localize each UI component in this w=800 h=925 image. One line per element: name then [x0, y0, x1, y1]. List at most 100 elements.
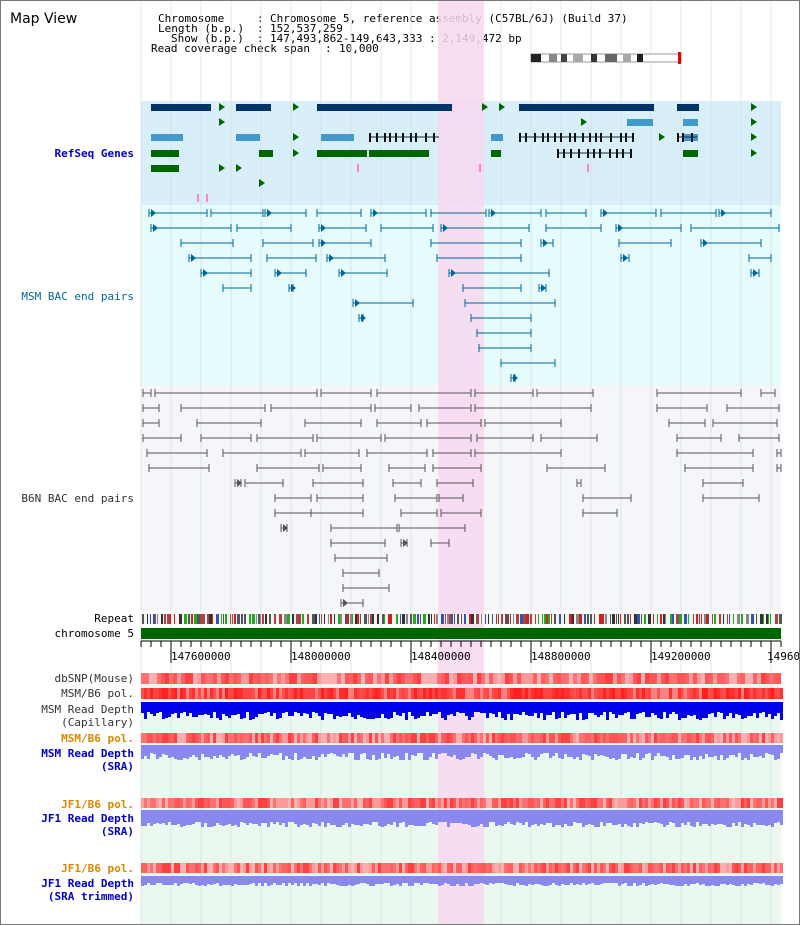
heat-cell	[486, 733, 489, 743]
heat-cell	[449, 673, 453, 684]
depth-bar	[669, 702, 672, 714]
heat-cell	[189, 798, 192, 808]
heat-cell	[201, 798, 204, 808]
heat-cell	[519, 688, 522, 699]
heat-cell	[468, 688, 471, 699]
refseq-genes-track[interactable]	[151, 103, 757, 202]
depth-bar	[507, 810, 510, 822]
depth-bar	[357, 876, 360, 884]
heat-cell	[525, 863, 528, 873]
track-label-msm-b6-pol-sra[interactable]: MSM/B6 pol.	[61, 732, 134, 745]
exon	[599, 149, 601, 158]
track-label-msm-b6-pol[interactable]: MSM/B6 pol.	[61, 687, 134, 700]
b6n-bac-pairs-track[interactable]	[142, 389, 782, 607]
heat-cell	[486, 863, 489, 873]
depth-bar	[579, 702, 582, 713]
heat-cell	[330, 733, 333, 743]
track-label-jf1-b6-pol-2[interactable]: JF1/B6 pol.	[61, 862, 134, 875]
track-label-msm-bac[interactable]: MSM BAC end pairs	[21, 290, 134, 303]
heat-cell	[624, 798, 627, 808]
heat-cell	[513, 863, 516, 873]
depth-bar	[651, 876, 654, 884]
depth-bar	[723, 876, 726, 884]
repeat-element	[200, 614, 202, 624]
depth-bar	[654, 810, 657, 822]
depth-bar	[648, 810, 651, 823]
depth-bar	[438, 745, 441, 754]
depth-bar	[336, 745, 339, 756]
heat-cell	[354, 733, 357, 743]
highlight-region[interactable]	[438, 1, 484, 925]
gene-marker	[587, 164, 589, 172]
track-label-b6n-bac[interactable]: B6N BAC end pairs	[21, 492, 134, 505]
depth-bar	[156, 876, 159, 883]
heat-cell	[585, 733, 588, 743]
repeat-element	[451, 614, 453, 624]
repeat-element	[535, 614, 536, 624]
depth-bar	[222, 702, 225, 714]
depth-bar	[588, 810, 591, 824]
msm-bac-pairs-track[interactable]	[148, 209, 780, 382]
depth-bar	[141, 876, 144, 886]
heat-cell	[336, 863, 339, 873]
track-label-jf1-depth-sra[interactable]: JF1 Read Depth	[41, 812, 134, 825]
heat-cell	[528, 733, 531, 743]
track-label-dbsnp[interactable]: dbSNP(Mouse)	[54, 672, 134, 685]
heat-cell	[264, 798, 267, 808]
repeat-element	[334, 614, 335, 624]
depth-bar	[249, 876, 252, 884]
track-label-jf1-b6-pol[interactable]: JF1/B6 pol.	[61, 798, 134, 811]
axis-tick-label: 147600000	[171, 650, 231, 663]
heat-cell	[453, 688, 456, 699]
chromosome-bar[interactable]	[141, 628, 781, 639]
heat-cell	[438, 863, 441, 873]
track-label-jf1-depth-trimmed[interactable]: JF1 Read Depth	[41, 877, 134, 890]
heat-cell	[597, 733, 600, 743]
heat-cell	[747, 863, 750, 873]
depth-bar	[432, 702, 435, 714]
repeat-element	[548, 614, 550, 624]
track-label-msm-depth-capillary[interactable]: MSM Read Depth	[41, 703, 134, 716]
depth-bar	[258, 745, 261, 753]
heat-cell	[534, 733, 537, 743]
depth-bar	[651, 745, 654, 760]
heat-cell	[649, 673, 653, 684]
heat-cell	[339, 733, 342, 743]
track-label-msm-depth-sra[interactable]: MSM Read Depth	[41, 747, 134, 760]
heat-cell	[693, 673, 697, 684]
heat-cell	[645, 863, 648, 873]
depth-bar	[774, 810, 777, 823]
heatmap-tracks[interactable]	[141, 673, 783, 886]
axis-tick-label: 148400000	[411, 650, 471, 663]
heat-cell	[217, 673, 221, 684]
heat-cell	[423, 863, 426, 873]
heat-cell	[453, 673, 457, 684]
heat-cell	[189, 673, 193, 684]
heat-cell	[303, 688, 306, 699]
depth-bar	[363, 876, 366, 883]
heat-cell	[397, 673, 401, 684]
depth-bar	[147, 876, 150, 883]
heat-cell	[576, 798, 579, 808]
track-label-chromosome: chromosome 5	[54, 627, 134, 640]
depth-bar	[240, 810, 243, 822]
repeat-track[interactable]	[141, 614, 782, 624]
repeat-element	[423, 614, 426, 624]
heat-cell	[558, 863, 561, 873]
depth-bar	[159, 702, 162, 712]
repeat-element	[544, 614, 546, 624]
depth-bar	[288, 702, 291, 716]
heat-cell	[147, 863, 150, 873]
heat-cell	[777, 688, 780, 699]
track-label-refseq[interactable]: RefSeq Genes	[54, 147, 134, 160]
depth-bar	[732, 810, 735, 823]
depth-bar	[558, 745, 561, 758]
heat-cell	[300, 798, 303, 808]
heat-cell	[174, 733, 177, 743]
chromosome-ideogram[interactable]	[530, 52, 682, 64]
heat-cell	[582, 863, 585, 873]
heat-cell	[768, 688, 771, 699]
depth-bar	[699, 810, 702, 826]
depth-bar	[741, 702, 744, 719]
